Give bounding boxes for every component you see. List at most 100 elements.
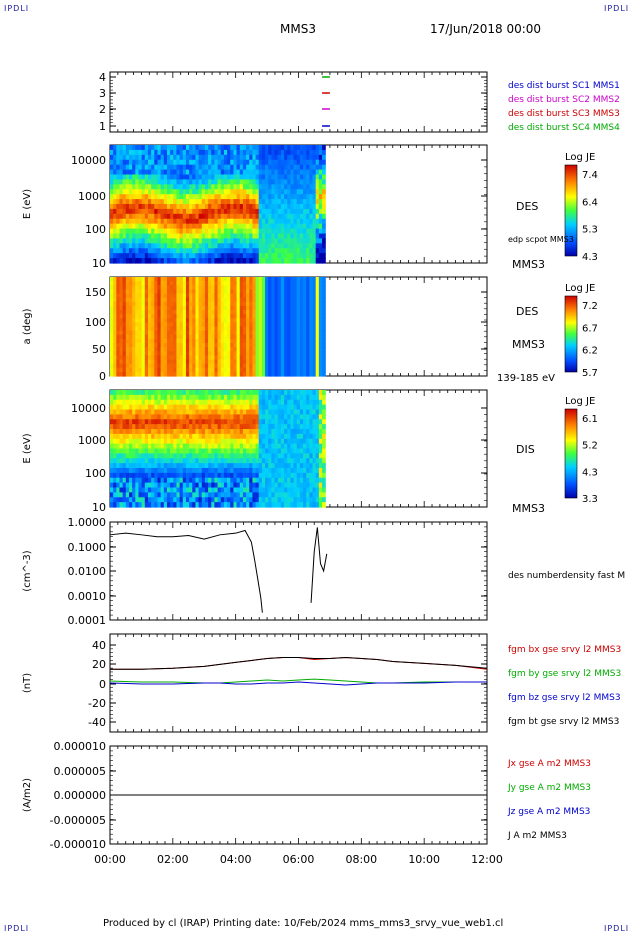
spectrogram-cell bbox=[303, 164, 307, 171]
spectrogram-cell bbox=[151, 351, 155, 356]
spectrogram-cell bbox=[220, 238, 225, 244]
spectrogram-cell bbox=[261, 297, 266, 303]
spectrogram-cell bbox=[265, 223, 269, 230]
spectrogram-cell bbox=[214, 371, 219, 377]
spectrogram-cell bbox=[163, 228, 168, 235]
spectrogram-cell bbox=[227, 285, 231, 290]
spectrogram-cell bbox=[141, 258, 146, 264]
spectrogram-cell bbox=[223, 159, 228, 166]
spectrogram-cell bbox=[261, 248, 266, 254]
spectrogram-cell bbox=[198, 472, 203, 479]
spectrogram-cell bbox=[271, 258, 276, 264]
spectrogram-cell bbox=[141, 326, 146, 332]
spectrogram-cell bbox=[166, 363, 171, 369]
spectrogram-cell bbox=[315, 281, 320, 286]
spectrogram-cell bbox=[233, 243, 238, 249]
spectrogram-cell bbox=[132, 497, 136, 503]
spectrogram-cell bbox=[163, 218, 168, 225]
spectrogram-cell bbox=[271, 330, 276, 336]
spectrogram-cell bbox=[318, 363, 323, 369]
spectrogram-cell bbox=[179, 194, 184, 200]
spectrogram-cell bbox=[132, 243, 136, 249]
spectrogram-cell bbox=[306, 253, 310, 259]
spectrogram-cell bbox=[132, 277, 136, 282]
spectrogram-cell bbox=[125, 453, 130, 459]
spectrogram-cell bbox=[170, 414, 174, 420]
spectrogram-cell bbox=[249, 149, 254, 156]
spectrogram-cell bbox=[160, 453, 165, 459]
spectrogram-cell bbox=[147, 305, 152, 311]
spectrogram-cell bbox=[141, 487, 146, 493]
spectrogram-cell bbox=[179, 334, 184, 340]
spectrogram-cell bbox=[173, 314, 178, 319]
spectrogram-cell bbox=[151, 502, 155, 508]
spectrogram-cell bbox=[189, 477, 193, 484]
spectrogram-cell bbox=[223, 208, 228, 215]
spectrogram-cell bbox=[192, 468, 197, 474]
spectrogram-cell bbox=[306, 334, 310, 340]
spectrogram-cell bbox=[290, 213, 295, 220]
spectrogram-cell bbox=[268, 238, 273, 244]
spectrogram-cell bbox=[182, 228, 187, 235]
spectrogram-cell bbox=[119, 334, 124, 340]
spectrogram-cell bbox=[201, 164, 206, 171]
spectrogram-cell bbox=[290, 301, 295, 307]
spectrogram-cell bbox=[173, 213, 178, 220]
spectrogram-cell bbox=[132, 253, 136, 259]
spectrogram-cell bbox=[189, 253, 193, 259]
spectrogram-cell bbox=[195, 367, 200, 373]
spectrogram-cell bbox=[132, 184, 136, 190]
spectrogram-cell bbox=[204, 297, 209, 303]
spectrogram-cell bbox=[144, 326, 149, 332]
spectrogram-cell bbox=[287, 149, 291, 156]
spectrogram-cell bbox=[312, 149, 317, 156]
spectrogram-cell bbox=[214, 355, 219, 361]
spectrogram-cell bbox=[185, 297, 190, 303]
spectrogram-cell bbox=[116, 238, 121, 244]
spectrogram-cell bbox=[173, 174, 178, 181]
spectrogram-cell bbox=[249, 318, 254, 323]
spectrogram-cell bbox=[113, 233, 117, 240]
spectrogram-cell bbox=[185, 145, 190, 151]
spectrogram-cell bbox=[309, 204, 314, 210]
spectrogram-cell bbox=[179, 414, 184, 420]
spectrogram-cell bbox=[157, 453, 162, 459]
spectrogram-cell bbox=[195, 258, 200, 264]
spectrogram-cell bbox=[135, 424, 140, 430]
spectrogram-cell bbox=[261, 310, 266, 315]
spectrogram-cell bbox=[138, 399, 143, 406]
spectrogram-cell bbox=[255, 243, 260, 249]
spectrogram-cell bbox=[318, 179, 323, 185]
spectrogram-cell bbox=[230, 277, 235, 282]
spectrogram-cell bbox=[322, 297, 326, 303]
spectrogram-cell bbox=[217, 281, 222, 286]
spectrogram-cell bbox=[318, 258, 323, 264]
spectrogram-cell bbox=[144, 204, 149, 210]
spectrogram-cell bbox=[312, 343, 317, 348]
spectrogram-cell bbox=[154, 347, 159, 352]
spectrogram-cell bbox=[163, 248, 168, 254]
spectrogram-cell bbox=[179, 149, 184, 156]
spectrogram-cell bbox=[128, 145, 133, 151]
spectrogram-cell bbox=[236, 351, 241, 356]
spectrogram-cell bbox=[135, 154, 140, 161]
spectrogram-cell bbox=[233, 149, 238, 156]
spectrogram-cell bbox=[138, 194, 143, 200]
spectrogram-cell bbox=[217, 223, 222, 230]
spectrogram-cell bbox=[116, 223, 121, 230]
spectrogram-cell bbox=[258, 184, 263, 190]
spectrogram-cell bbox=[322, 164, 326, 171]
spectrogram-cell bbox=[271, 297, 276, 303]
spectrogram-cell bbox=[252, 164, 257, 171]
spectrogram-cell bbox=[220, 322, 225, 328]
spectrogram-cell bbox=[189, 394, 193, 401]
spectrogram-cell bbox=[296, 367, 301, 373]
spectrogram-cell bbox=[135, 213, 140, 220]
spectrogram-cell bbox=[296, 322, 301, 328]
spectrogram-cell bbox=[160, 424, 165, 430]
spectrogram-cell bbox=[211, 164, 216, 171]
spectrogram-cell bbox=[258, 145, 263, 151]
spectrogram-cell bbox=[198, 448, 203, 454]
spectrogram-cell bbox=[299, 233, 304, 240]
spectrogram-cell bbox=[138, 433, 143, 440]
